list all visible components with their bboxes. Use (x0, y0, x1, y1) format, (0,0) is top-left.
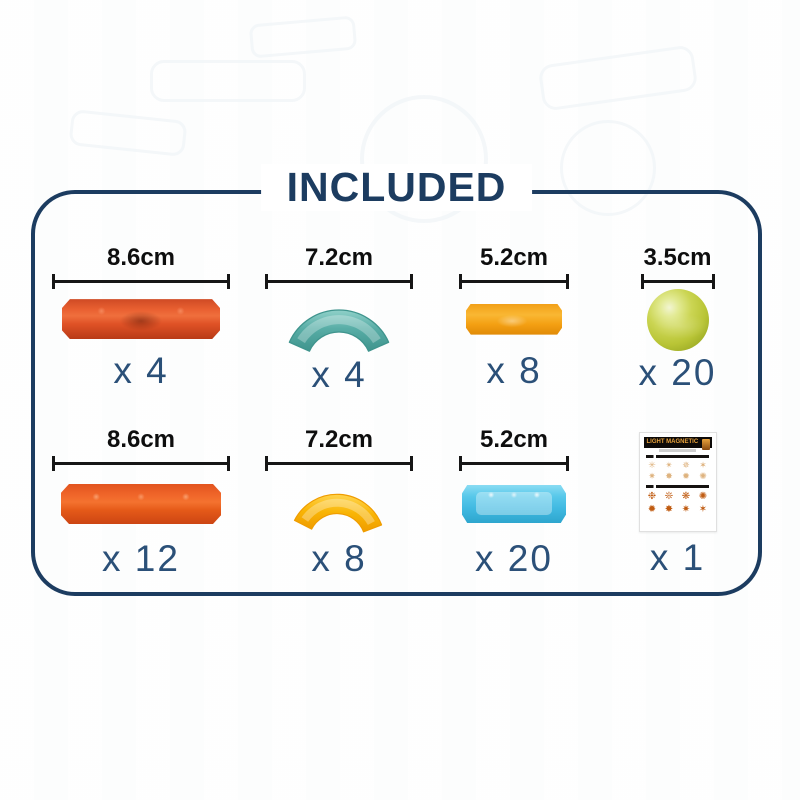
item-card-orange-long-bar: 8.6cm x 12 (35, 392, 247, 592)
sticker-glyph-icon: ✺ (698, 491, 708, 503)
sticker-glyph-icon: ✶ (699, 460, 707, 471)
item-card-red-long-bar: 8.6cm x 4 (35, 194, 247, 392)
red-long-bar-piece (62, 299, 220, 340)
measurement-line (52, 274, 230, 289)
measurement: 3.5cm (640, 244, 715, 289)
blue-short-bar-piece (462, 485, 566, 523)
item-card-teal-curve: 7.2cm x 4 (247, 194, 431, 395)
sticker-glyph-icon: ✷ (681, 504, 691, 516)
teal-curve-piece (288, 309, 390, 352)
sticker-glyph-icon: ✶ (698, 504, 708, 516)
measurement-label: 5.2cm (479, 244, 549, 271)
measurement-label: 5.2cm (479, 426, 549, 453)
panel-title: INCLUDED (260, 164, 533, 212)
sticker-glyph-icon: ❉ (647, 491, 657, 503)
sticker-glyphs-faint: ✳ ✴ ✵ ✶ ✷ ✸ ✹ ✺ (644, 460, 712, 482)
ghost-shape (537, 44, 699, 112)
ghost-shape (150, 60, 306, 102)
sticker-glyph-icon: ✳ (648, 460, 656, 471)
item-card-green-ball: 3.5cm x 20 (597, 194, 758, 393)
sticker-header: LIGHT MAGNETIC (643, 437, 712, 451)
ghost-shape (248, 15, 358, 59)
sticker-glyph-icon: ✹ (647, 504, 657, 516)
count-label: x 20 (475, 538, 553, 579)
measurement-label: 7.2cm (304, 244, 374, 271)
ghost-shape (68, 109, 188, 157)
count-label: x 12 (102, 538, 180, 579)
measurement: 7.2cm (265, 246, 413, 289)
sticker-glyph-icon: ✹ (682, 471, 690, 482)
sticker-glyphs-bold: ❉ ❊ ❋ ✺ ✹ ✸ ✷ ✶ (644, 490, 712, 516)
measurement-line (265, 274, 413, 289)
measurement-label: 8.6cm (106, 426, 176, 453)
measurement: 8.6cm (52, 428, 230, 471)
sticker-glyph-icon: ❋ (681, 491, 691, 503)
orange-long-bar-piece (61, 484, 221, 524)
count-label: x 4 (113, 350, 169, 392)
sticker-glyph-icon: ✷ (648, 471, 656, 482)
measurement-line (640, 274, 715, 289)
measurement-line (265, 456, 413, 471)
sticker-glyph-icon: ✴ (665, 460, 673, 471)
measurement: 5.2cm (459, 246, 569, 289)
items-grid: 8.6cm x 4 7.2cm (35, 194, 758, 592)
item-card-orange-short-bar: 5.2cm x 8 (431, 194, 597, 392)
count-label: x 8 (311, 538, 367, 579)
yellow-curve-piece (293, 493, 383, 533)
sticker-subtitle-strip (658, 449, 697, 453)
measurement: 5.2cm (459, 428, 569, 471)
measurement: 7.2cm (265, 428, 413, 471)
sticker-glyph-icon: ✵ (682, 460, 690, 471)
included-panel: INCLUDED 8.6cm x 4 7.2cm (31, 164, 762, 596)
sticker-glyph-icon: ✺ (699, 471, 707, 482)
measurement: 8.6cm (52, 246, 230, 289)
item-card-yellow-curve: 7.2cm x 8 (247, 392, 431, 592)
sticker-glyph-icon: ❊ (664, 491, 674, 503)
count-label: x 8 (486, 350, 542, 392)
measurement-line (459, 274, 569, 289)
item-card-sticker-sheet: LIGHT MAGNETIC ✳ ✴ ✵ ✶ ✷ ✸ ✹ ✺ ❉ ❊ ❋ ✺ ✹ ✸ ✷ ✶ x 1 (597, 392, 758, 592)
measurement-label: 7.2cm (304, 426, 374, 453)
count-label: x 20 (638, 352, 717, 393)
count-label: x 4 (311, 354, 367, 395)
measurement-label: 8.6cm (106, 244, 176, 271)
sticker-glyph-icon: ✸ (665, 471, 673, 482)
count-label: x 1 (649, 537, 706, 578)
measurement-label: 3.5cm (643, 244, 712, 271)
sticker-divider (645, 455, 710, 459)
measurement-line (52, 456, 230, 471)
sticker-divider (645, 485, 710, 489)
item-card-blue-short-bar: 5.2cm x 20 (431, 392, 597, 592)
green-ball-piece (646, 289, 709, 351)
sticker-glyph-icon: ✸ (664, 504, 674, 516)
sticker-sheet: LIGHT MAGNETIC ✳ ✴ ✵ ✶ ✷ ✸ ✹ ✺ ❉ ❊ ❋ ✺ ✹ ✸ ✷ ✶ (638, 432, 717, 532)
orange-short-bar-piece (466, 303, 562, 335)
measurement-line (459, 456, 569, 471)
